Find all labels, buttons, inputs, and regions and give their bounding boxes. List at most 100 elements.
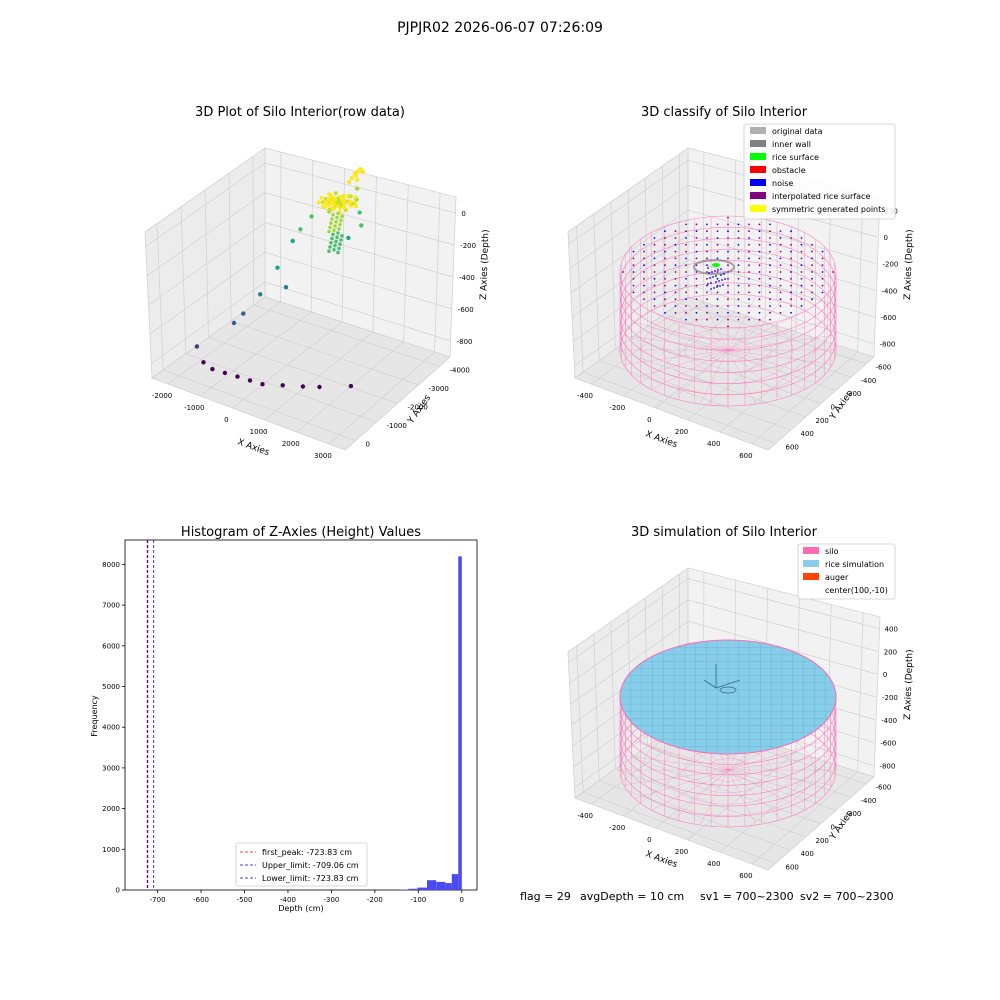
surface-point (769, 223, 771, 226)
surface-point (800, 243, 803, 246)
silo-floor-spoke (727, 349, 757, 405)
raw-data-point (280, 383, 285, 388)
surface-point (790, 271, 792, 273)
x-tick-label: -2000 (152, 392, 172, 400)
raw-data-point (327, 249, 331, 253)
raw-data-point (333, 197, 338, 202)
legend-swatch (803, 560, 819, 567)
grid-line (593, 213, 600, 361)
raw-data-point (348, 199, 353, 204)
surface-point (674, 305, 677, 307)
silo-floor-spoke (727, 755, 833, 771)
surface-point (706, 277, 708, 280)
surface-point (653, 271, 656, 273)
surface-point (706, 271, 708, 273)
surface-point (800, 250, 803, 253)
grid-line (149, 252, 266, 335)
panel3-y-ticks: 0 1000 2000 3000 4000 5000 6000 7000 8000 (102, 561, 125, 895)
surface-point (727, 230, 729, 233)
legend-swatch (750, 179, 766, 186)
surface-point (685, 284, 687, 287)
surface-point (758, 243, 761, 246)
histogram-bar (445, 883, 452, 890)
surface-point (685, 291, 687, 294)
surface-point (706, 264, 708, 267)
surface-point (716, 277, 719, 280)
surface-point (674, 291, 677, 294)
surface-point (727, 318, 729, 321)
panel1-zlabel: Z Axies (Depth) (479, 229, 491, 300)
y-tick-label: 5000 (102, 683, 120, 691)
surface-point (790, 250, 792, 253)
noise-point (723, 273, 725, 275)
panel2-legend: original data inner wall rice surface obsta… (743, 123, 896, 220)
noise-point (715, 281, 717, 283)
x-tick-label: 0 (647, 416, 651, 424)
surface-point (821, 291, 824, 294)
surface-point (643, 284, 645, 287)
surface-point (737, 298, 740, 301)
silo-floor-spoke (727, 769, 757, 826)
grid-line (661, 165, 665, 315)
grid-line (663, 314, 851, 378)
y-tick-label: 3000 (102, 764, 120, 772)
grid-line (264, 162, 456, 214)
x-tick-label: -200 (367, 896, 383, 904)
silo-floor-spoke (623, 769, 729, 785)
legend-swatch (803, 573, 819, 580)
silo-floor-spoke (727, 335, 833, 351)
panel1-points (194, 167, 366, 390)
y-tick-label: -200 (846, 390, 862, 398)
panel1-x-ticks: -2000 -1000 0 1000 2000 3000 (152, 392, 332, 460)
silo-floor-spoke (727, 310, 805, 351)
silo-floor-spoke (673, 349, 729, 399)
surface-point (716, 311, 719, 314)
y-tick-label: -4000 (450, 366, 470, 374)
raw-data-point (329, 221, 333, 225)
raw-data-point (258, 292, 263, 297)
surface-point (769, 230, 771, 233)
legend-label: rice simulation (825, 560, 884, 569)
surface-point (811, 250, 813, 253)
surface-point (748, 264, 750, 267)
grid-line (571, 234, 689, 318)
x-tick-label: -100 (410, 896, 426, 904)
surface-point (653, 277, 656, 280)
surface-point (643, 243, 645, 246)
surface-point (737, 311, 740, 314)
surface-point (706, 311, 708, 314)
surface-point (727, 216, 729, 219)
x-tick-label: 0 (647, 836, 651, 844)
raw-data-point (241, 311, 246, 316)
surface-point (664, 305, 666, 307)
panel2-rice-surface-marker (712, 263, 720, 267)
surface-point (758, 277, 761, 280)
surface-point (632, 277, 635, 280)
raw-data-point (336, 211, 340, 216)
raw-data-point (321, 204, 326, 209)
grid-line (627, 189, 632, 338)
grid-line (599, 360, 791, 431)
grid-line (264, 192, 455, 246)
surface-point (800, 298, 803, 301)
surface-point (790, 237, 792, 239)
x-tick-label: 0 (224, 416, 228, 424)
surface-point (643, 271, 645, 273)
raw-data-point (328, 225, 332, 230)
y-tick-label: 600 (786, 443, 799, 451)
panel3-plot-area (124, 539, 478, 891)
surface-point (706, 237, 708, 239)
panel-simulation: 3D simulation of Silo Interior -400 -200 0… (567, 525, 915, 880)
surface-point (811, 243, 813, 246)
noise-point (718, 280, 720, 282)
silo-floor-spoke (727, 295, 757, 351)
legend-label: silo (825, 547, 839, 556)
panel2-center-cluster (693, 259, 735, 290)
surface-point (632, 264, 635, 267)
surface-point (769, 257, 771, 260)
raw-data-point (349, 175, 355, 181)
raw-data-point (357, 210, 362, 215)
panel3-bars (398, 556, 462, 890)
surface-point (769, 277, 771, 280)
surface-point (706, 243, 708, 246)
